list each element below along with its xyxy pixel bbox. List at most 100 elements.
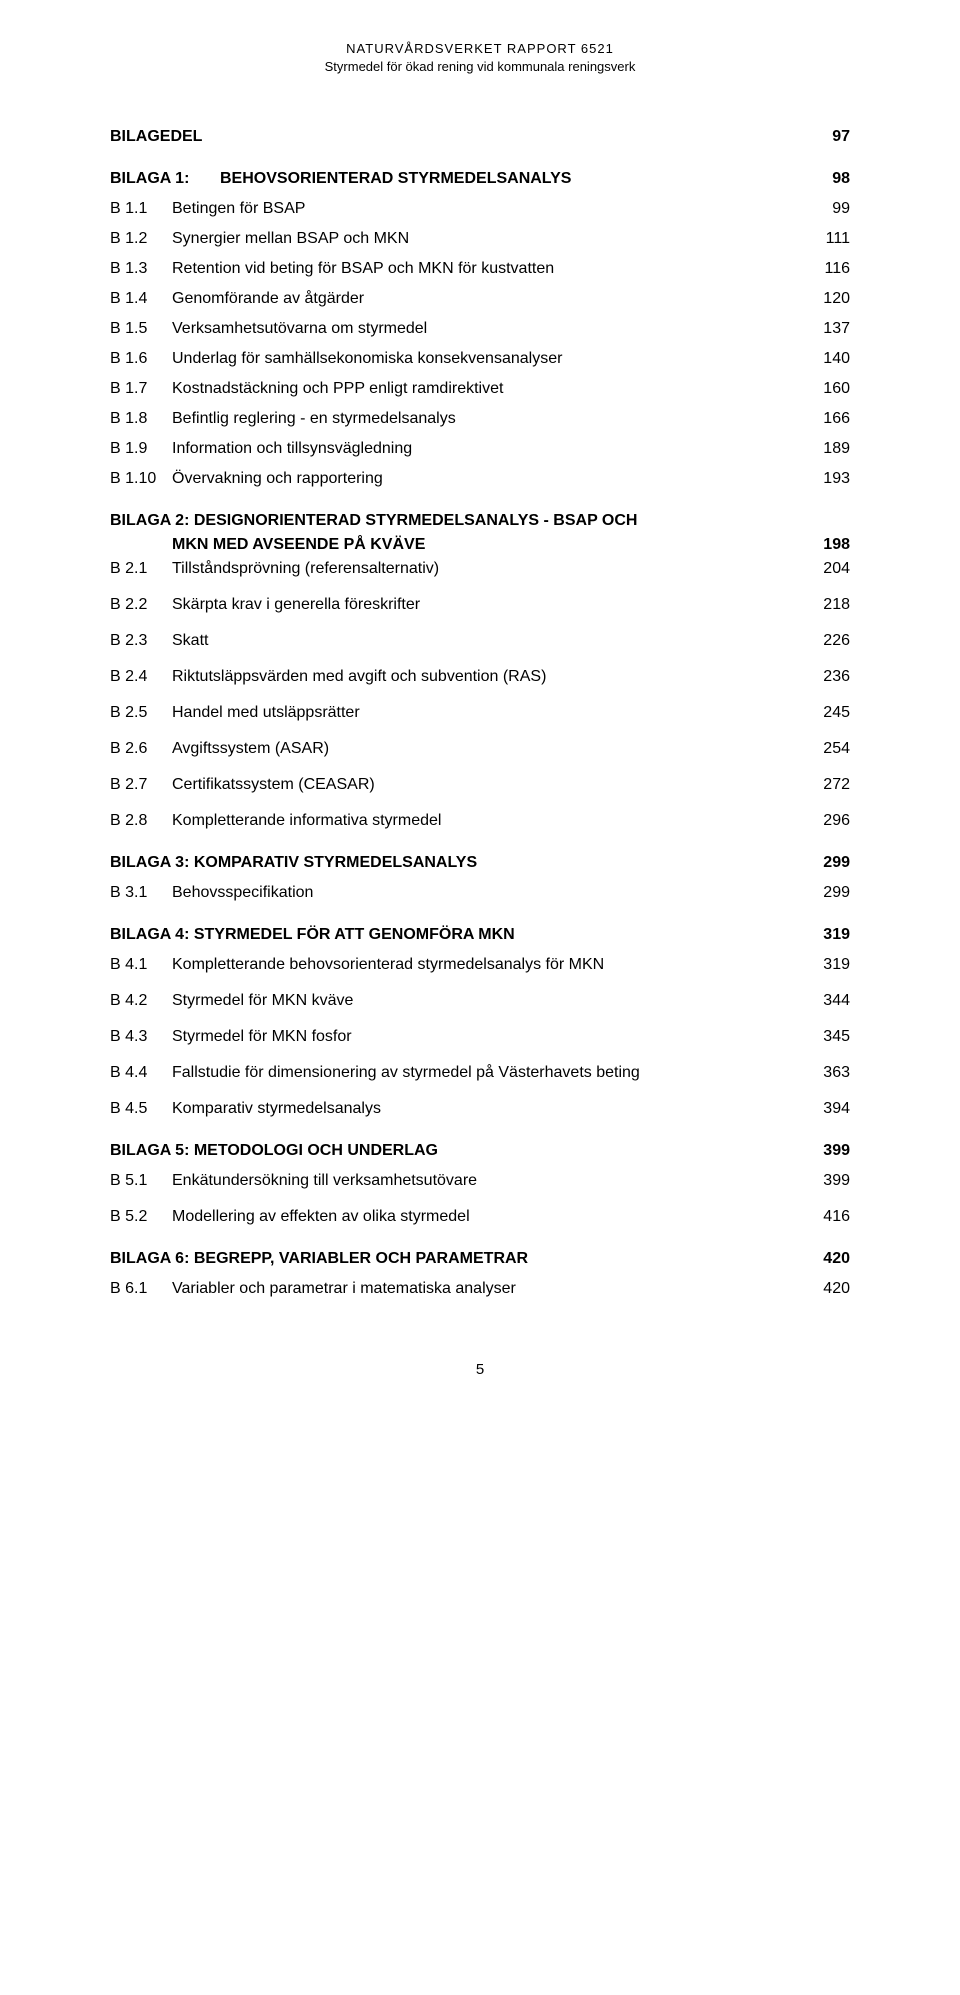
toc-label: Skärpta krav i generella föreskrifter	[172, 593, 810, 617]
toc-code: B 4.4	[110, 1061, 172, 1085]
toc-label: BILAGA 4: STYRMEDEL FÖR ATT GENOMFÖRA MK…	[110, 923, 810, 947]
toc-code: B 1.9	[110, 437, 172, 461]
toc-page: 299	[810, 881, 850, 905]
toc-page: 204	[810, 557, 850, 581]
toc-label: Verksamhetsutövarna om styrmedel	[172, 317, 810, 341]
toc-page: 189	[810, 437, 850, 461]
toc-label: Enkätundersökning till verksamhetsutövar…	[172, 1169, 810, 1193]
toc-entry: B 2.1Tillståndsprövning (referensalterna…	[110, 557, 850, 581]
toc-page: 198	[810, 533, 850, 557]
toc-code: BILAGA 1:	[110, 167, 220, 191]
toc-label: Kostnadstäckning och PPP enligt ramdirek…	[172, 377, 810, 401]
toc-page: 120	[810, 287, 850, 311]
toc-page: 236	[810, 665, 850, 689]
toc-code: B 2.8	[110, 809, 172, 833]
toc-entry: B 4.1Kompletterande behovsorienterad sty…	[110, 953, 850, 977]
toc-b3-heading: BILAGA 3: KOMPARATIV STYRMEDELSANALYS 29…	[110, 851, 850, 875]
toc-page: 111	[810, 227, 850, 251]
toc-page: 97	[810, 125, 850, 149]
toc-page: 344	[810, 989, 850, 1013]
toc-label: Kompletterande behovsorienterad styrmede…	[172, 953, 810, 977]
toc-label: Kompletterande informativa styrmedel	[172, 809, 810, 833]
toc-code: B 1.6	[110, 347, 172, 371]
toc-page: 394	[810, 1097, 850, 1121]
toc-code: B 1.10	[110, 467, 172, 491]
toc-code: B 1.3	[110, 257, 172, 281]
toc-page: 137	[810, 317, 850, 341]
toc-label: Retention vid beting för BSAP och MKN fö…	[172, 257, 810, 281]
header-line2: Styrmedel för ökad rening vid kommunala …	[110, 58, 850, 76]
toc-entry: B 5.1Enkätundersökning till verksamhetsu…	[110, 1169, 850, 1193]
toc-code: B 5.1	[110, 1169, 172, 1193]
toc-entry: B 1.3Retention vid beting för BSAP och M…	[110, 257, 850, 281]
toc-label: BILAGA 6: BEGREPP, VARIABLER OCH PARAMET…	[110, 1247, 810, 1271]
toc-label: Avgiftssystem (ASAR)	[172, 737, 810, 761]
toc-label: Befintlig reglering - en styrmedelsanaly…	[172, 407, 810, 431]
toc-label: Modellering av effekten av olika styrmed…	[172, 1205, 810, 1229]
page-number: 5	[110, 1361, 850, 1378]
toc-code: B 5.2	[110, 1205, 172, 1229]
toc-entry: B 1.4Genomförande av åtgärder120	[110, 287, 850, 311]
toc-code: B 2.4	[110, 665, 172, 689]
toc-page: 319	[810, 923, 850, 947]
toc-entry: B 4.3Styrmedel för MKN fosfor345	[110, 1025, 850, 1049]
toc-page: 193	[810, 467, 850, 491]
toc-label: Skatt	[172, 629, 810, 653]
toc-page: 98	[810, 167, 850, 191]
toc-page: 416	[810, 1205, 850, 1229]
toc-label: Genomförande av åtgärder	[172, 287, 810, 311]
toc-page: 166	[810, 407, 850, 431]
toc-label: Certifikatssystem (CEASAR)	[172, 773, 810, 797]
toc-code: B 4.2	[110, 989, 172, 1013]
toc-entry: B 2.2Skärpta krav i generella föreskrift…	[110, 593, 850, 617]
toc-b5-heading: BILAGA 5: METODOLOGI OCH UNDERLAG 399	[110, 1139, 850, 1163]
toc-page: 399	[810, 1169, 850, 1193]
toc-label: Information och tillsynsvägledning	[172, 437, 810, 461]
toc-b1-heading: BILAGA 1: BEHOVSORIENTERAD STYRMEDELSANA…	[110, 167, 850, 191]
toc-label: BILAGA 3: KOMPARATIV STYRMEDELSANALYS	[110, 851, 810, 875]
toc-code: B 4.5	[110, 1097, 172, 1121]
toc-label: Handel med utsläppsrätter	[172, 701, 810, 725]
toc-label: Övervakning och rapportering	[172, 467, 810, 491]
toc-label: BILAGA 5: METODOLOGI OCH UNDERLAG	[110, 1139, 810, 1163]
toc-entry: B 2.8Kompletterande informativa styrmede…	[110, 809, 850, 833]
toc-entry: B 2.6Avgiftssystem (ASAR)254	[110, 737, 850, 761]
toc-entry: B 1.7Kostnadstäckning och PPP enligt ram…	[110, 377, 850, 401]
toc-code: B 6.1	[110, 1277, 172, 1301]
toc-entry: B 4.5Komparativ styrmedelsanalys394	[110, 1097, 850, 1121]
document-header: NATURVÅRDSVERKET RAPPORT 6521 Styrmedel …	[110, 40, 850, 75]
toc-page: 420	[810, 1277, 850, 1301]
toc-entry: B 5.2Modellering av effekten av olika st…	[110, 1205, 850, 1229]
toc-entry: B 1.5Verksamhetsutövarna om styrmedel137	[110, 317, 850, 341]
toc-code: B 1.7	[110, 377, 172, 401]
toc-code: B 2.6	[110, 737, 172, 761]
toc-page: 226	[810, 629, 850, 653]
toc-page: 399	[810, 1139, 850, 1163]
toc-code: B 4.1	[110, 953, 172, 977]
toc-code: B 1.8	[110, 407, 172, 431]
toc-entry: B 1.6Underlag för samhällsekonomiska kon…	[110, 347, 850, 371]
toc-label: Behovsspecifikation	[172, 881, 810, 905]
toc-code: B 4.3	[110, 1025, 172, 1049]
toc-b2-heading: BILAGA 2: DESIGNORIENTERAD STYRMEDELSANA…	[110, 509, 850, 557]
toc-page: 345	[810, 1025, 850, 1049]
toc-b4-heading: BILAGA 4: STYRMEDEL FÖR ATT GENOMFÖRA MK…	[110, 923, 850, 947]
toc-label: Fallstudie för dimensionering av styrmed…	[172, 1061, 810, 1085]
toc-entry: B 4.2Styrmedel för MKN kväve344	[110, 989, 850, 1013]
toc-code: B 2.2	[110, 593, 172, 617]
toc-page: 296	[810, 809, 850, 833]
toc-entry: B 2.5Handel med utsläppsrätter245	[110, 701, 850, 725]
toc-entry: B 1.1Betingen för BSAP99	[110, 197, 850, 221]
toc-page: 140	[810, 347, 850, 371]
toc-entry: B 2.3Skatt226	[110, 629, 850, 653]
toc-entry: B 6.1Variabler och parametrar i matemati…	[110, 1277, 850, 1301]
toc-entry: B 4.4Fallstudie för dimensionering av st…	[110, 1061, 850, 1085]
toc-label: Variabler och parametrar i matematiska a…	[172, 1277, 810, 1301]
toc-label: BEHOVSORIENTERAD STYRMEDELSANALYS	[220, 167, 810, 191]
toc-code: B 2.7	[110, 773, 172, 797]
toc-entry: B 1.9Information och tillsynsvägledning1…	[110, 437, 850, 461]
toc-label: Riktutsläppsvärden med avgift och subven…	[172, 665, 810, 689]
toc-label: Synergier mellan BSAP och MKN	[172, 227, 810, 251]
toc-page: 420	[810, 1247, 850, 1271]
toc-entry: B 1.10Övervakning och rapportering193	[110, 467, 850, 491]
